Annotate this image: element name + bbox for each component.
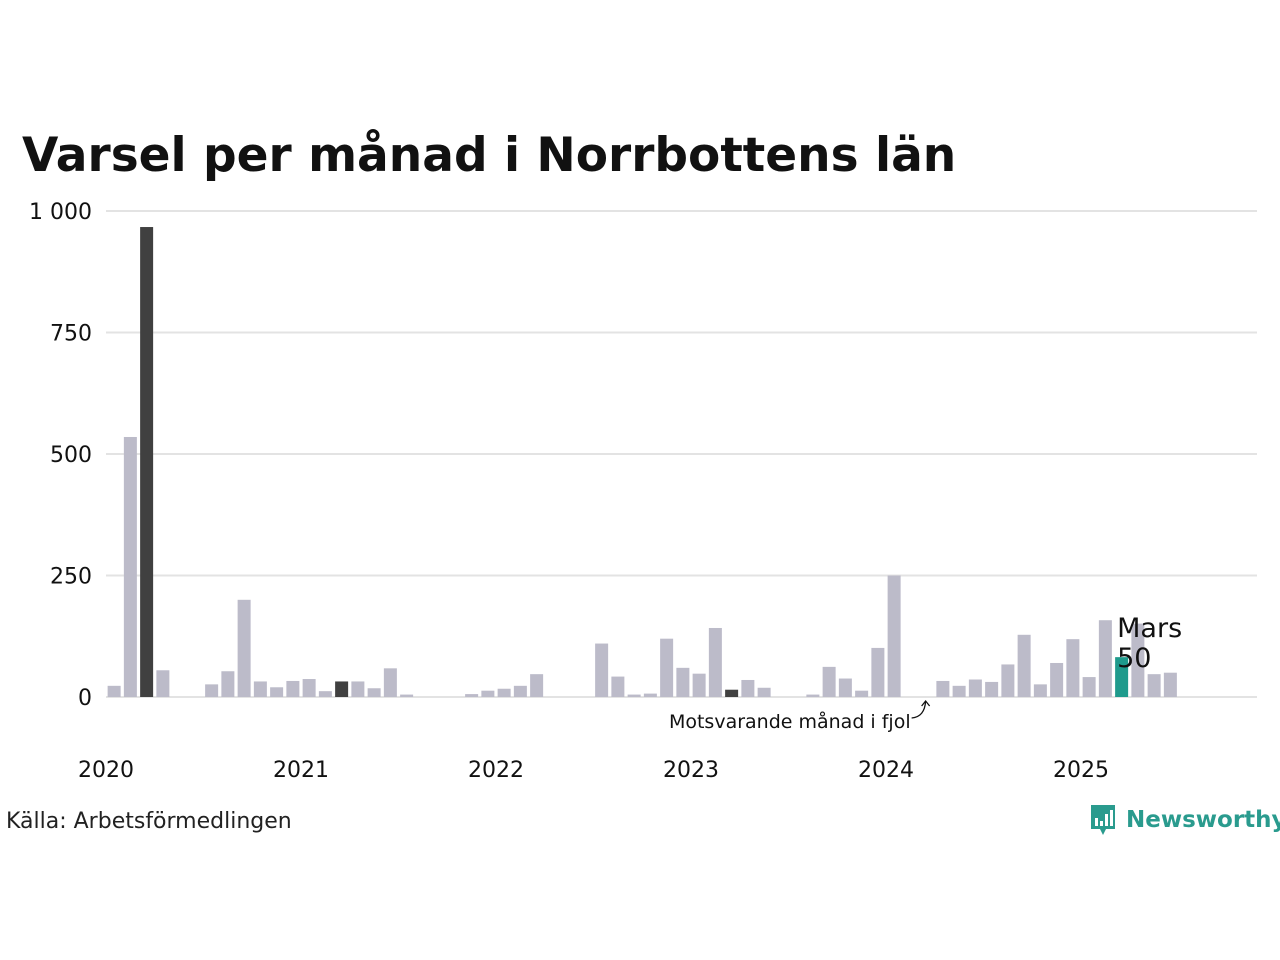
bar-2024-04 <box>936 680 950 697</box>
bar-2023-04 <box>741 679 755 697</box>
bar-2022-03 <box>530 674 544 697</box>
bar-2021-06 <box>383 668 397 697</box>
bar-2024-11 <box>1050 662 1064 697</box>
bars <box>107 227 1177 697</box>
bar-2022-08 <box>611 676 625 697</box>
bar-2024-08 <box>1001 664 1015 697</box>
bar-2024-05 <box>952 685 966 697</box>
bar-2023-08 <box>806 694 820 697</box>
x-tick-label: 2025 <box>1053 758 1109 783</box>
bar-2022-12 <box>676 667 690 697</box>
bar-2022-01 <box>497 688 511 697</box>
bar-2023-05 <box>757 687 771 697</box>
current-month-label: Mars <box>1117 613 1182 644</box>
y-tick-label: 1 000 <box>29 200 92 225</box>
bar-2023-11 <box>855 690 869 697</box>
y-tick-label: 250 <box>50 565 92 590</box>
bar-2021-02 <box>318 691 332 697</box>
x-tick-label: 2020 <box>78 758 134 783</box>
x-tick-label: 2024 <box>858 758 914 783</box>
bar-2020-04 <box>156 670 170 697</box>
bar-2021-05 <box>367 688 381 697</box>
bar-2023-12 <box>871 647 885 697</box>
y-axis-ticks: 0 250 500 750 1 000 <box>29 200 92 711</box>
last-year-arrowhead <box>921 699 931 707</box>
bar-2023-03 <box>725 689 739 697</box>
bar-2023-10 <box>838 678 852 697</box>
annotations: Mars 50 Motsvarande månad i fjol <box>669 613 1182 733</box>
x-tick-label: 2022 <box>468 758 524 783</box>
y-tick-label: 0 <box>78 686 92 711</box>
bar-2022-10 <box>643 693 657 697</box>
bar-2024-07 <box>985 681 999 697</box>
last-year-arrow <box>911 700 927 719</box>
bar-2020-09 <box>237 599 251 697</box>
bar-2022-07 <box>595 643 609 697</box>
bar-2020-10 <box>253 681 267 697</box>
bar-2023-02 <box>708 627 722 697</box>
bar-2022-09 <box>627 694 641 697</box>
bar-2021-04 <box>351 681 365 697</box>
bar-2023-01 <box>692 673 706 697</box>
bar-2021-07 <box>400 694 414 697</box>
gridlines <box>106 210 1257 698</box>
bar-2025-03 <box>1115 657 1129 697</box>
bar-2020-11 <box>270 687 284 697</box>
brand-logo: Newsworthy <box>1088 802 1280 838</box>
y-tick-label: 500 <box>50 443 92 468</box>
bar-2022-02 <box>513 685 527 697</box>
current-value-label: 50 <box>1117 643 1151 674</box>
bar-2024-09 <box>1017 634 1031 697</box>
bar-2020-08 <box>221 671 235 697</box>
bar-2025-02 <box>1098 620 1112 697</box>
bar-2020-01 <box>107 685 121 697</box>
bar-2024-01 <box>887 575 901 697</box>
bar-2021-01 <box>302 679 316 697</box>
bar-2025-01 <box>1082 677 1096 697</box>
y-tick-label: 750 <box>50 322 92 347</box>
bar-2024-12 <box>1066 639 1080 697</box>
bar-chart-speech-bubble-icon <box>1091 805 1115 835</box>
bar-2024-06 <box>968 679 982 697</box>
bar-2025-06 <box>1163 672 1177 697</box>
x-axis-ticks: 2020 2021 2022 2023 2024 2025 <box>78 758 1109 783</box>
bar-2024-10 <box>1033 684 1047 697</box>
bar-2020-02 <box>123 436 137 697</box>
bar-2021-03 <box>335 681 349 697</box>
bar-2020-12 <box>286 680 300 697</box>
bar-2022-11 <box>660 638 674 697</box>
bar-2025-05 <box>1147 674 1161 697</box>
source-note: Källa: Arbetsförmedlingen <box>6 809 292 834</box>
bar-2023-09 <box>822 666 836 697</box>
bar-2020-03 <box>140 227 154 697</box>
bar-2021-12 <box>481 690 495 697</box>
brand-name: Newsworthy <box>1126 807 1280 833</box>
bar-2020-07 <box>205 684 219 697</box>
chart-title: Varsel per månad i Norrbottens län <box>22 128 957 183</box>
x-tick-label: 2023 <box>663 758 719 783</box>
bar-2021-11 <box>465 694 479 697</box>
bar-chart: 0 250 500 750 1 000 2020 2021 2022 2023 2024 2025… <box>29 200 1257 783</box>
last-year-label: Motsvarande månad i fjol <box>669 710 911 733</box>
bar-2025-04 <box>1131 623 1145 697</box>
x-tick-label: 2021 <box>273 758 329 783</box>
